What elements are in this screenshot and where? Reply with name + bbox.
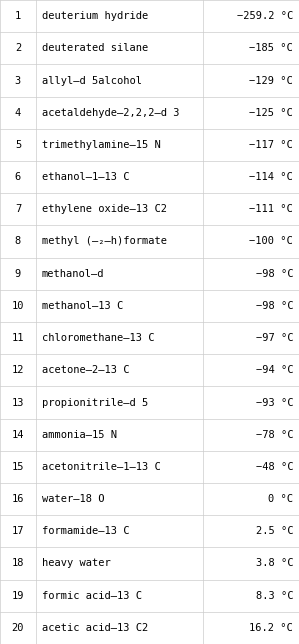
Text: −129 °C: −129 °C xyxy=(249,75,293,86)
Text: 18: 18 xyxy=(12,558,24,569)
Text: ethanol–1–13 C: ethanol–1–13 C xyxy=(42,172,129,182)
Text: heavy water: heavy water xyxy=(42,558,111,569)
Text: allyl–d 5alcohol: allyl–d 5alcohol xyxy=(42,75,142,86)
Text: 13: 13 xyxy=(12,397,24,408)
Text: 19: 19 xyxy=(12,591,24,601)
Text: 14: 14 xyxy=(12,430,24,440)
Text: methanol–13 C: methanol–13 C xyxy=(42,301,123,311)
Text: 2.5 °C: 2.5 °C xyxy=(256,526,293,536)
Text: acetaldehyde–2,2,2–d 3: acetaldehyde–2,2,2–d 3 xyxy=(42,108,179,118)
Text: 0 °C: 0 °C xyxy=(268,494,293,504)
Text: 9: 9 xyxy=(15,269,21,279)
Text: −98 °C: −98 °C xyxy=(256,269,293,279)
Text: 3: 3 xyxy=(15,75,21,86)
Text: water–18 O: water–18 O xyxy=(42,494,104,504)
Text: −78 °C: −78 °C xyxy=(256,430,293,440)
Text: 16: 16 xyxy=(12,494,24,504)
Text: 15: 15 xyxy=(12,462,24,472)
Text: 2: 2 xyxy=(15,43,21,53)
Text: 11: 11 xyxy=(12,333,24,343)
Text: 20: 20 xyxy=(12,623,24,633)
Text: acetic acid–13 C2: acetic acid–13 C2 xyxy=(42,623,148,633)
Text: 16.2 °C: 16.2 °C xyxy=(249,623,293,633)
Text: 6: 6 xyxy=(15,172,21,182)
Text: deuterium hydride: deuterium hydride xyxy=(42,11,148,21)
Text: −98 °C: −98 °C xyxy=(256,301,293,311)
Text: 8.3 °C: 8.3 °C xyxy=(256,591,293,601)
Text: formic acid–13 C: formic acid–13 C xyxy=(42,591,142,601)
Text: 1: 1 xyxy=(15,11,21,21)
Text: −48 °C: −48 °C xyxy=(256,462,293,472)
Text: 4: 4 xyxy=(15,108,21,118)
Text: deuterated silane: deuterated silane xyxy=(42,43,148,53)
Text: −93 °C: −93 °C xyxy=(256,397,293,408)
Text: 7: 7 xyxy=(15,204,21,214)
Text: 12: 12 xyxy=(12,365,24,375)
Text: −117 °C: −117 °C xyxy=(249,140,293,150)
Text: ethylene oxide–13 C2: ethylene oxide–13 C2 xyxy=(42,204,167,214)
Text: −185 °C: −185 °C xyxy=(249,43,293,53)
Text: 17: 17 xyxy=(12,526,24,536)
Text: −125 °C: −125 °C xyxy=(249,108,293,118)
Text: 3.8 °C: 3.8 °C xyxy=(256,558,293,569)
Text: −100 °C: −100 °C xyxy=(249,236,293,247)
Text: −259.2 °C: −259.2 °C xyxy=(237,11,293,21)
Text: 8: 8 xyxy=(15,236,21,247)
Text: methanol–d: methanol–d xyxy=(42,269,104,279)
Text: −97 °C: −97 °C xyxy=(256,333,293,343)
Text: propionitrile–d 5: propionitrile–d 5 xyxy=(42,397,148,408)
Text: −111 °C: −111 °C xyxy=(249,204,293,214)
Text: −94 °C: −94 °C xyxy=(256,365,293,375)
Text: ammonia–15 N: ammonia–15 N xyxy=(42,430,117,440)
Text: chloromethane–13 C: chloromethane–13 C xyxy=(42,333,154,343)
Text: −114 °C: −114 °C xyxy=(249,172,293,182)
Text: 5: 5 xyxy=(15,140,21,150)
Text: acetonitrile–1–13 C: acetonitrile–1–13 C xyxy=(42,462,161,472)
Text: 10: 10 xyxy=(12,301,24,311)
Text: methyl (–₂–h)formate: methyl (–₂–h)formate xyxy=(42,236,167,247)
Text: trimethylamine–15 N: trimethylamine–15 N xyxy=(42,140,161,150)
Text: formamide–13 C: formamide–13 C xyxy=(42,526,129,536)
Text: acetone–2–13 C: acetone–2–13 C xyxy=(42,365,129,375)
